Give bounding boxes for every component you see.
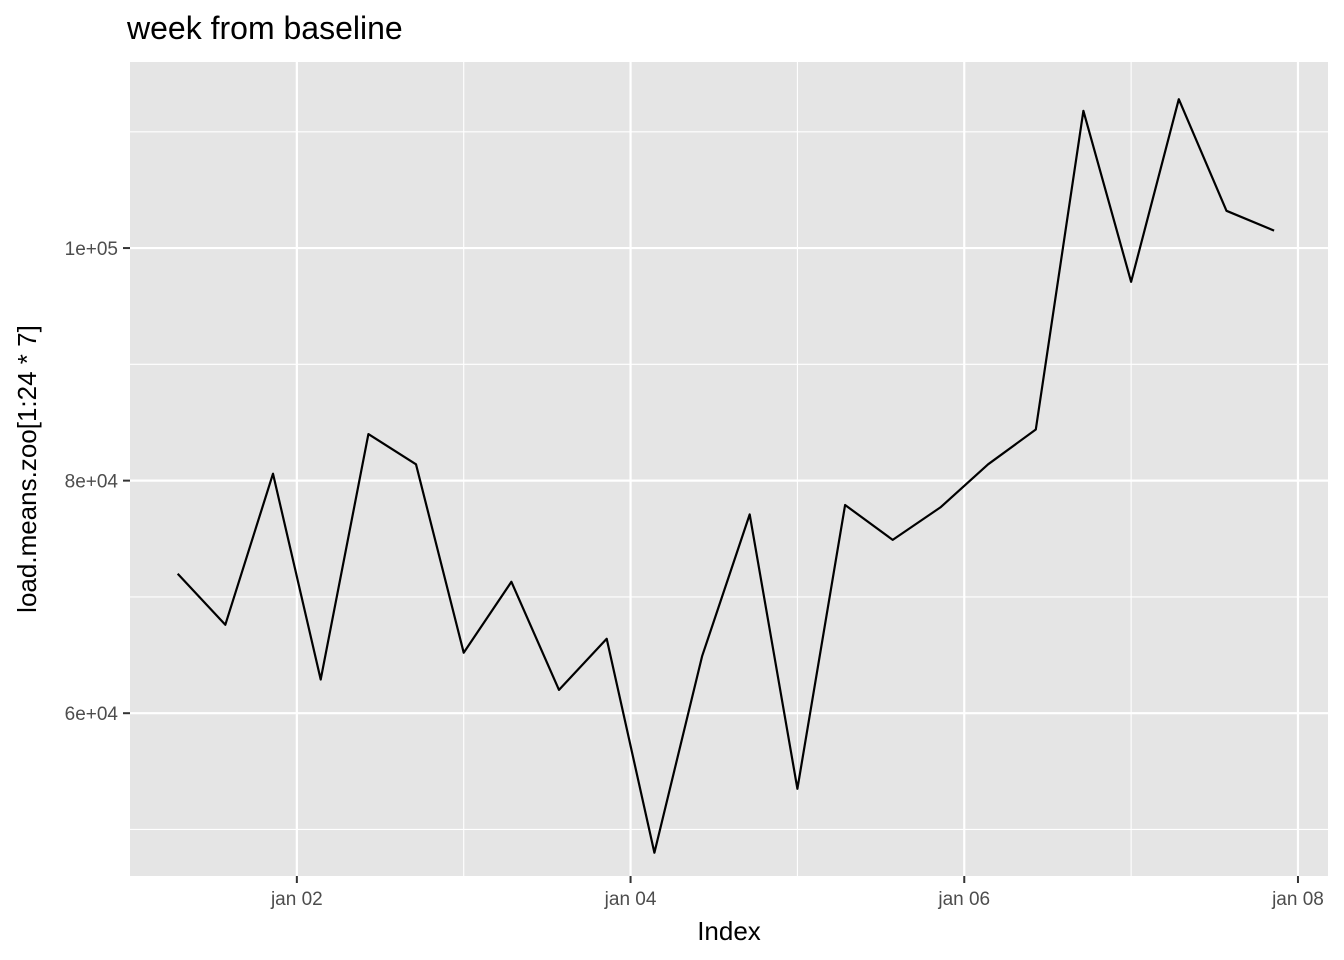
- y-axis-title: load.means.zoo[1:24 * 7]: [12, 325, 42, 613]
- x-tick-label: jan 08: [1271, 889, 1324, 910]
- x-tick-label: jan 02: [270, 889, 323, 910]
- minor-gridlines: [130, 62, 1328, 876]
- plot-panel: [130, 62, 1328, 876]
- x-tick-label: jan 06: [937, 889, 990, 910]
- x-axis-title: Index: [697, 916, 761, 946]
- series-line: [176, 98, 1275, 854]
- x-axis: jan 02 jan 04 jan 06 jan 08: [270, 876, 1324, 910]
- chart-title: week from baseline: [126, 10, 403, 46]
- major-gridlines: [130, 62, 1328, 876]
- y-tick-label: 1e+05: [65, 239, 118, 260]
- x-tick-label: jan 04: [604, 889, 657, 910]
- y-axis: 6e+04 8e+04 1e+05: [65, 239, 130, 725]
- y-tick-label: 6e+04: [65, 704, 119, 725]
- y-tick-label: 8e+04: [65, 472, 119, 493]
